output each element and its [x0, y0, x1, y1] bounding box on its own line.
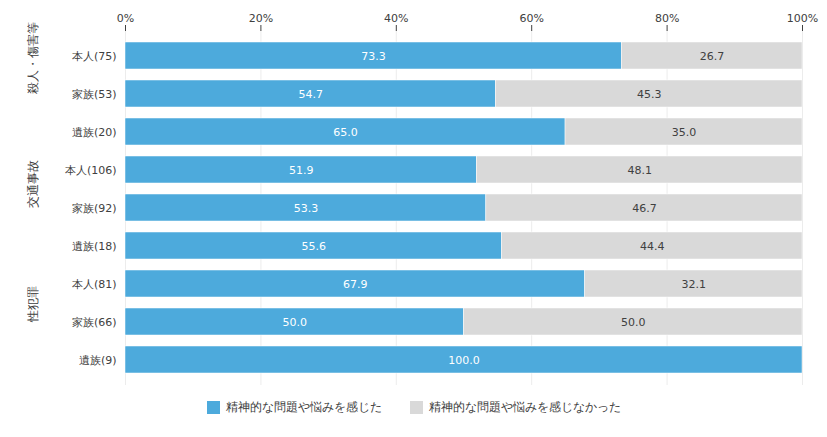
svg-text:53.3: 53.3 — [294, 202, 319, 215]
svg-text:26.7: 26.7 — [700, 50, 725, 63]
svg-text:44.4: 44.4 — [640, 240, 665, 253]
svg-text:54.7: 54.7 — [298, 88, 323, 101]
svg-text:48.1: 48.1 — [627, 164, 652, 177]
svg-text:性犯罪: 性犯罪 — [26, 286, 40, 323]
svg-text:55.6: 55.6 — [301, 240, 326, 253]
svg-text:67.9: 67.9 — [343, 278, 368, 291]
svg-text:50.0: 50.0 — [621, 316, 646, 329]
svg-text:80%: 80% — [655, 12, 679, 25]
svg-text:51.9: 51.9 — [289, 164, 314, 177]
svg-text:本人(106): 本人(106) — [65, 164, 117, 177]
svg-text:家族(92): 家族(92) — [72, 202, 117, 215]
svg-text:遺族(20): 遺族(20) — [72, 126, 117, 139]
svg-text:32.1: 32.1 — [682, 278, 707, 291]
svg-text:45.3: 45.3 — [637, 88, 662, 101]
svg-text:46.7: 46.7 — [632, 202, 657, 215]
svg-text:60%: 60% — [519, 12, 543, 25]
html-text:精神的な問題や悩みを感じた: 精神的な問題や悩みを感じた — [225, 400, 382, 414]
svg-text:40%: 40% — [384, 12, 408, 25]
svg-text:0%: 0% — [117, 12, 134, 25]
svg-text:本人(75): 本人(75) — [72, 50, 117, 63]
svg-text:交通事故: 交通事故 — [26, 160, 40, 208]
svg-text:遺族(9): 遺族(9) — [79, 354, 117, 367]
svg-text:100%: 100% — [787, 12, 818, 25]
svg-text:35.0: 35.0 — [672, 126, 697, 139]
svg-text:本人(81): 本人(81) — [72, 278, 117, 291]
svg-text:20%: 20% — [249, 12, 273, 25]
svg-text:50.0: 50.0 — [283, 316, 308, 329]
svg-text:家族(66): 家族(66) — [72, 316, 117, 329]
svg-text:家族(53): 家族(53) — [72, 88, 117, 101]
svg-text:殺人・傷害等: 殺人・傷害等 — [26, 22, 40, 94]
svg-text:73.3: 73.3 — [361, 50, 386, 63]
svg-text:65.0: 65.0 — [333, 126, 358, 139]
svg-text:100.0: 100.0 — [448, 354, 480, 367]
html-text:精神的な問題や悩みを感じなかった: 精神的な問題や悩みを感じなかった — [428, 400, 621, 414]
svg-text:遺族(18): 遺族(18) — [72, 240, 117, 253]
